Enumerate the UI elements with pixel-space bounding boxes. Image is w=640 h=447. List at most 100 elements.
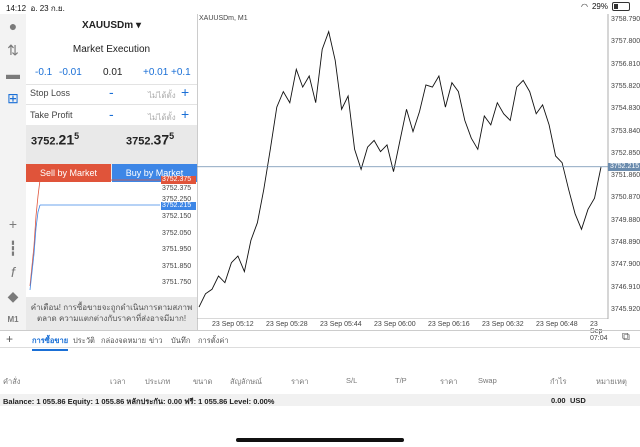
divider: [26, 84, 197, 85]
terminal-tabs: + การซื้อขาย ประวัติ กล่องจดหมาย ข่าว บั…: [0, 330, 640, 351]
tab-news[interactable]: ข่าว: [149, 336, 163, 345]
volume-minus-0.1[interactable]: -0.1: [35, 67, 53, 78]
y-tick-label: 3755.820: [611, 82, 640, 90]
bid-price: 3752.215: [31, 131, 79, 148]
ask-big: 37: [153, 131, 170, 148]
stop-loss-field[interactable]: ไม่ได้ตั้ง: [148, 91, 176, 100]
take-profit-label: Take Profit: [30, 110, 73, 120]
y-tick-label: 3746.910: [611, 283, 640, 291]
ask-sup: 5: [169, 131, 175, 141]
tick-price-label: 3752.250: [162, 196, 192, 203]
ask-main: 3752.: [126, 135, 154, 148]
tick-price-label: 3752.150: [162, 213, 192, 220]
status-bar: 14:12 อ. 23 ก.ย. ◠ 29%: [0, 0, 640, 14]
battery-icon: [612, 2, 630, 11]
y-tick-label: 3747.900: [611, 261, 640, 269]
column-header[interactable]: หมายเหตุ: [596, 377, 627, 386]
indicators-icon[interactable]: f: [11, 264, 15, 280]
x-tick-label: 23 Sep 05:44: [320, 321, 362, 328]
take-profit-field[interactable]: ไม่ได้ตั้ง: [148, 113, 176, 122]
column-header[interactable]: T/P: [395, 376, 407, 385]
x-tick-label: 23 Sep 05:12: [212, 321, 254, 328]
symbol-selector[interactable]: XAUUSDm ▾: [26, 20, 197, 31]
y-tick-label: 3748.890: [611, 239, 640, 246]
tab-settings[interactable]: การตั้งค่า: [198, 336, 229, 345]
total-profit: 0.00: [551, 396, 566, 405]
status-time-date: 14:12 อ. 23 ก.ย.: [6, 2, 65, 15]
home-indicator[interactable]: [236, 438, 404, 442]
y-tick-label: 3749.880: [611, 216, 640, 224]
stop-loss-label: Stop Loss: [30, 88, 71, 98]
tab-journal[interactable]: บันทึก: [171, 336, 191, 345]
bid-tick-line: [29, 204, 41, 291]
column-header[interactable]: S/L: [346, 376, 358, 385]
tool-rail: ● ⇅ ▬ ⊞ + ┇ f ◆ M1: [0, 14, 27, 330]
ask-price: 3752.375: [126, 131, 174, 148]
column-header[interactable]: กำไร: [550, 377, 567, 386]
chat-icon[interactable]: ▬: [6, 66, 20, 82]
y-tick-label: 3753.840: [611, 127, 640, 135]
volume-plus-0.01[interactable]: +0.01: [143, 67, 169, 78]
current-price-tag: 3752.215: [608, 162, 640, 171]
tick-price-label: 3751.750: [162, 279, 192, 286]
tick-price-label: 3751.950: [162, 246, 192, 253]
stop-loss-plus-button[interactable]: +: [181, 84, 190, 100]
table-header: คำสั่ง เวลา ประเภท ขนาด สัญลักษณ์ ราคา S…: [0, 376, 640, 388]
tick-chart: [29, 179, 160, 291]
column-header[interactable]: ประเภท: [145, 377, 171, 386]
sell-by-market-button[interactable]: Sell by Market: [26, 164, 111, 182]
bid-price-tag: 3752.215: [161, 202, 196, 210]
chart-type-icon[interactable]: ┇: [8, 240, 18, 256]
new-order-icon[interactable]: ⊞: [7, 90, 19, 106]
objects-icon[interactable]: ◆: [7, 288, 19, 304]
status-time: 14:12: [6, 4, 27, 13]
execution-type[interactable]: Market Execution: [72, 44, 151, 55]
bid-sup: 5: [74, 131, 80, 141]
tab-mailbox[interactable]: กล่องจดหมาย: [101, 336, 147, 345]
column-header[interactable]: Swap: [478, 376, 497, 385]
column-header[interactable]: สัญลักษณ์: [230, 377, 263, 386]
volume-minus-0.01[interactable]: -0.01: [59, 67, 82, 78]
bid-big: 21: [58, 131, 75, 148]
y-tick-label: 3758.790: [611, 16, 640, 23]
column-header[interactable]: คำสั่ง: [3, 377, 21, 386]
balance-row: Balance: 1 055.86 Equity: 1 055.86 หลักป…: [0, 394, 640, 406]
stop-loss-minus-button[interactable]: -: [109, 84, 114, 100]
tick-price-label: 3751.850: [162, 263, 192, 270]
column-header[interactable]: เวลา: [110, 377, 126, 386]
tab-history[interactable]: ประวัติ: [73, 336, 95, 345]
order-panel: XAUUSDm ▾ Market Execution -0.1 -0.01 0.…: [26, 14, 198, 330]
take-profit-plus-button[interactable]: +: [181, 106, 190, 122]
profit-currency: USD: [570, 396, 586, 405]
divider: [26, 104, 197, 105]
column-header[interactable]: ราคา: [440, 377, 458, 386]
volume-value[interactable]: 0.01: [103, 67, 123, 78]
volume-plus-0.1[interactable]: +0.1: [171, 67, 191, 78]
y-tick-label: 3756.810: [611, 60, 640, 68]
x-tick-label: 23 Sep 06:48: [536, 321, 578, 328]
trade-arrows-icon[interactable]: ⇅: [7, 42, 19, 58]
x-tick-label: 23 Sep 06:16: [428, 321, 470, 328]
take-profit-minus-button[interactable]: -: [109, 106, 114, 122]
crosshair-icon[interactable]: +: [8, 216, 18, 232]
symbol-label: XAUUSDm: [82, 20, 134, 31]
chart-plot: [197, 14, 609, 319]
status-right: ◠ 29%: [581, 2, 630, 11]
x-tick-label: 23 Sep 06:32: [482, 321, 524, 328]
layout-icon[interactable]: ⧉: [622, 331, 630, 343]
bid-main: 3752.: [31, 135, 59, 148]
add-icon[interactable]: +: [6, 332, 14, 346]
ask-tick-line: [29, 179, 41, 287]
column-header[interactable]: ราคา: [291, 377, 309, 386]
timeframe-icon[interactable]: M1: [7, 315, 19, 324]
x-tick-label: 23 Sep 05:28: [266, 321, 308, 328]
tab-trade[interactable]: การซื้อขาย: [32, 336, 69, 351]
y-tick-label: 3757.800: [611, 38, 640, 46]
price-chart[interactable]: XAUUSDm, M1 3758.790 3757.800 3756.810 3755…: [197, 14, 640, 342]
chevron-down-icon: ▾: [135, 20, 141, 31]
quote-area: 3752.215 3752.375 Sell by Market Buy by …: [26, 125, 197, 182]
x-tick-label: 23 Sep 06:00: [374, 321, 416, 328]
column-header[interactable]: ขนาด: [193, 377, 213, 386]
tick-price-label: 3752.050: [162, 230, 192, 237]
account-icon[interactable]: ●: [8, 18, 18, 34]
